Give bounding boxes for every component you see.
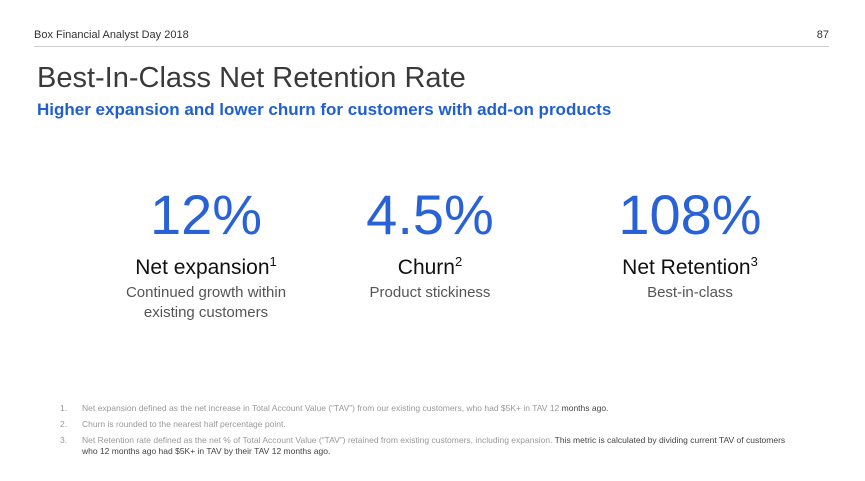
footnote-text-light: Net Retention rate defined as the net % … [82,435,555,445]
footnote: 2. Churn is rounded to the nearest half … [60,419,800,430]
footnote-number: 3. [60,435,68,445]
footnote-ref: 2 [454,254,463,269]
metric-label: Net expansion1 [86,255,326,281]
footnote-number: 1. [60,403,68,413]
metric-value: 4.5% [366,183,494,246]
slide-subtitle: Higher expansion and lower churn for cus… [37,100,612,119]
footnote-text-light: Churn is rounded to the nearest half per… [82,419,286,429]
metric-description: Product stickiness [310,283,550,303]
metric-value: 108% [618,183,762,246]
metric-label: Net Retention3 [570,255,810,281]
metric-label-text: Net expansion [135,256,270,279]
metric-description-line: existing customers [143,304,269,321]
metric-value: 12% [149,183,263,246]
metric-net-expansion: 12% Net expansion1 Continued growth with… [86,183,326,323]
metric-description-line: Continued growth within [125,284,287,301]
metric-description-line: Product stickiness [369,284,491,301]
footnote-text-dark: months ago. [561,403,609,413]
metric-label-text: Churn [397,256,455,279]
footnote-text: Churn is rounded to the nearest half per… [82,419,800,430]
footnote-text-dark: This metric is calculated by dividing cu… [82,435,786,456]
footnote-text: Net expansion defined as the net increas… [82,403,800,414]
footnote-text: Net Retention rate defined as the net % … [82,435,800,457]
event-name: Box Financial Analyst Day 2018 [34,29,189,41]
footnote-number: 2. [60,419,68,429]
metric-label: Churn2 [310,255,550,281]
metric-description: Continued growth within existing custome… [86,283,326,323]
slide-title: Best-In-Class Net Retention Rate [37,62,466,94]
footnote: 1. Net expansion defined as the net incr… [60,403,800,414]
metric-label-text: Net Retention [622,256,751,279]
metric-net-retention: 108% Net Retention3 Best-in-class [570,183,810,303]
footnotes: 1. Net expansion defined as the net incr… [60,403,800,462]
footnote-text-light: Net expansion defined as the net increas… [82,403,562,413]
footnote-ref: 1 [269,254,277,269]
slide-header: Box Financial Analyst Day 2018 87 [34,29,829,41]
footnote: 3. Net Retention rate defined as the net… [60,435,800,457]
header-divider [34,46,829,47]
metric-description: Best-in-class [570,283,810,303]
page-number: 87 [816,29,829,41]
metric-description-line: Best-in-class [647,284,733,301]
metric-churn: 4.5% Churn2 Product stickiness [310,183,550,303]
footnote-ref: 3 [750,254,758,269]
